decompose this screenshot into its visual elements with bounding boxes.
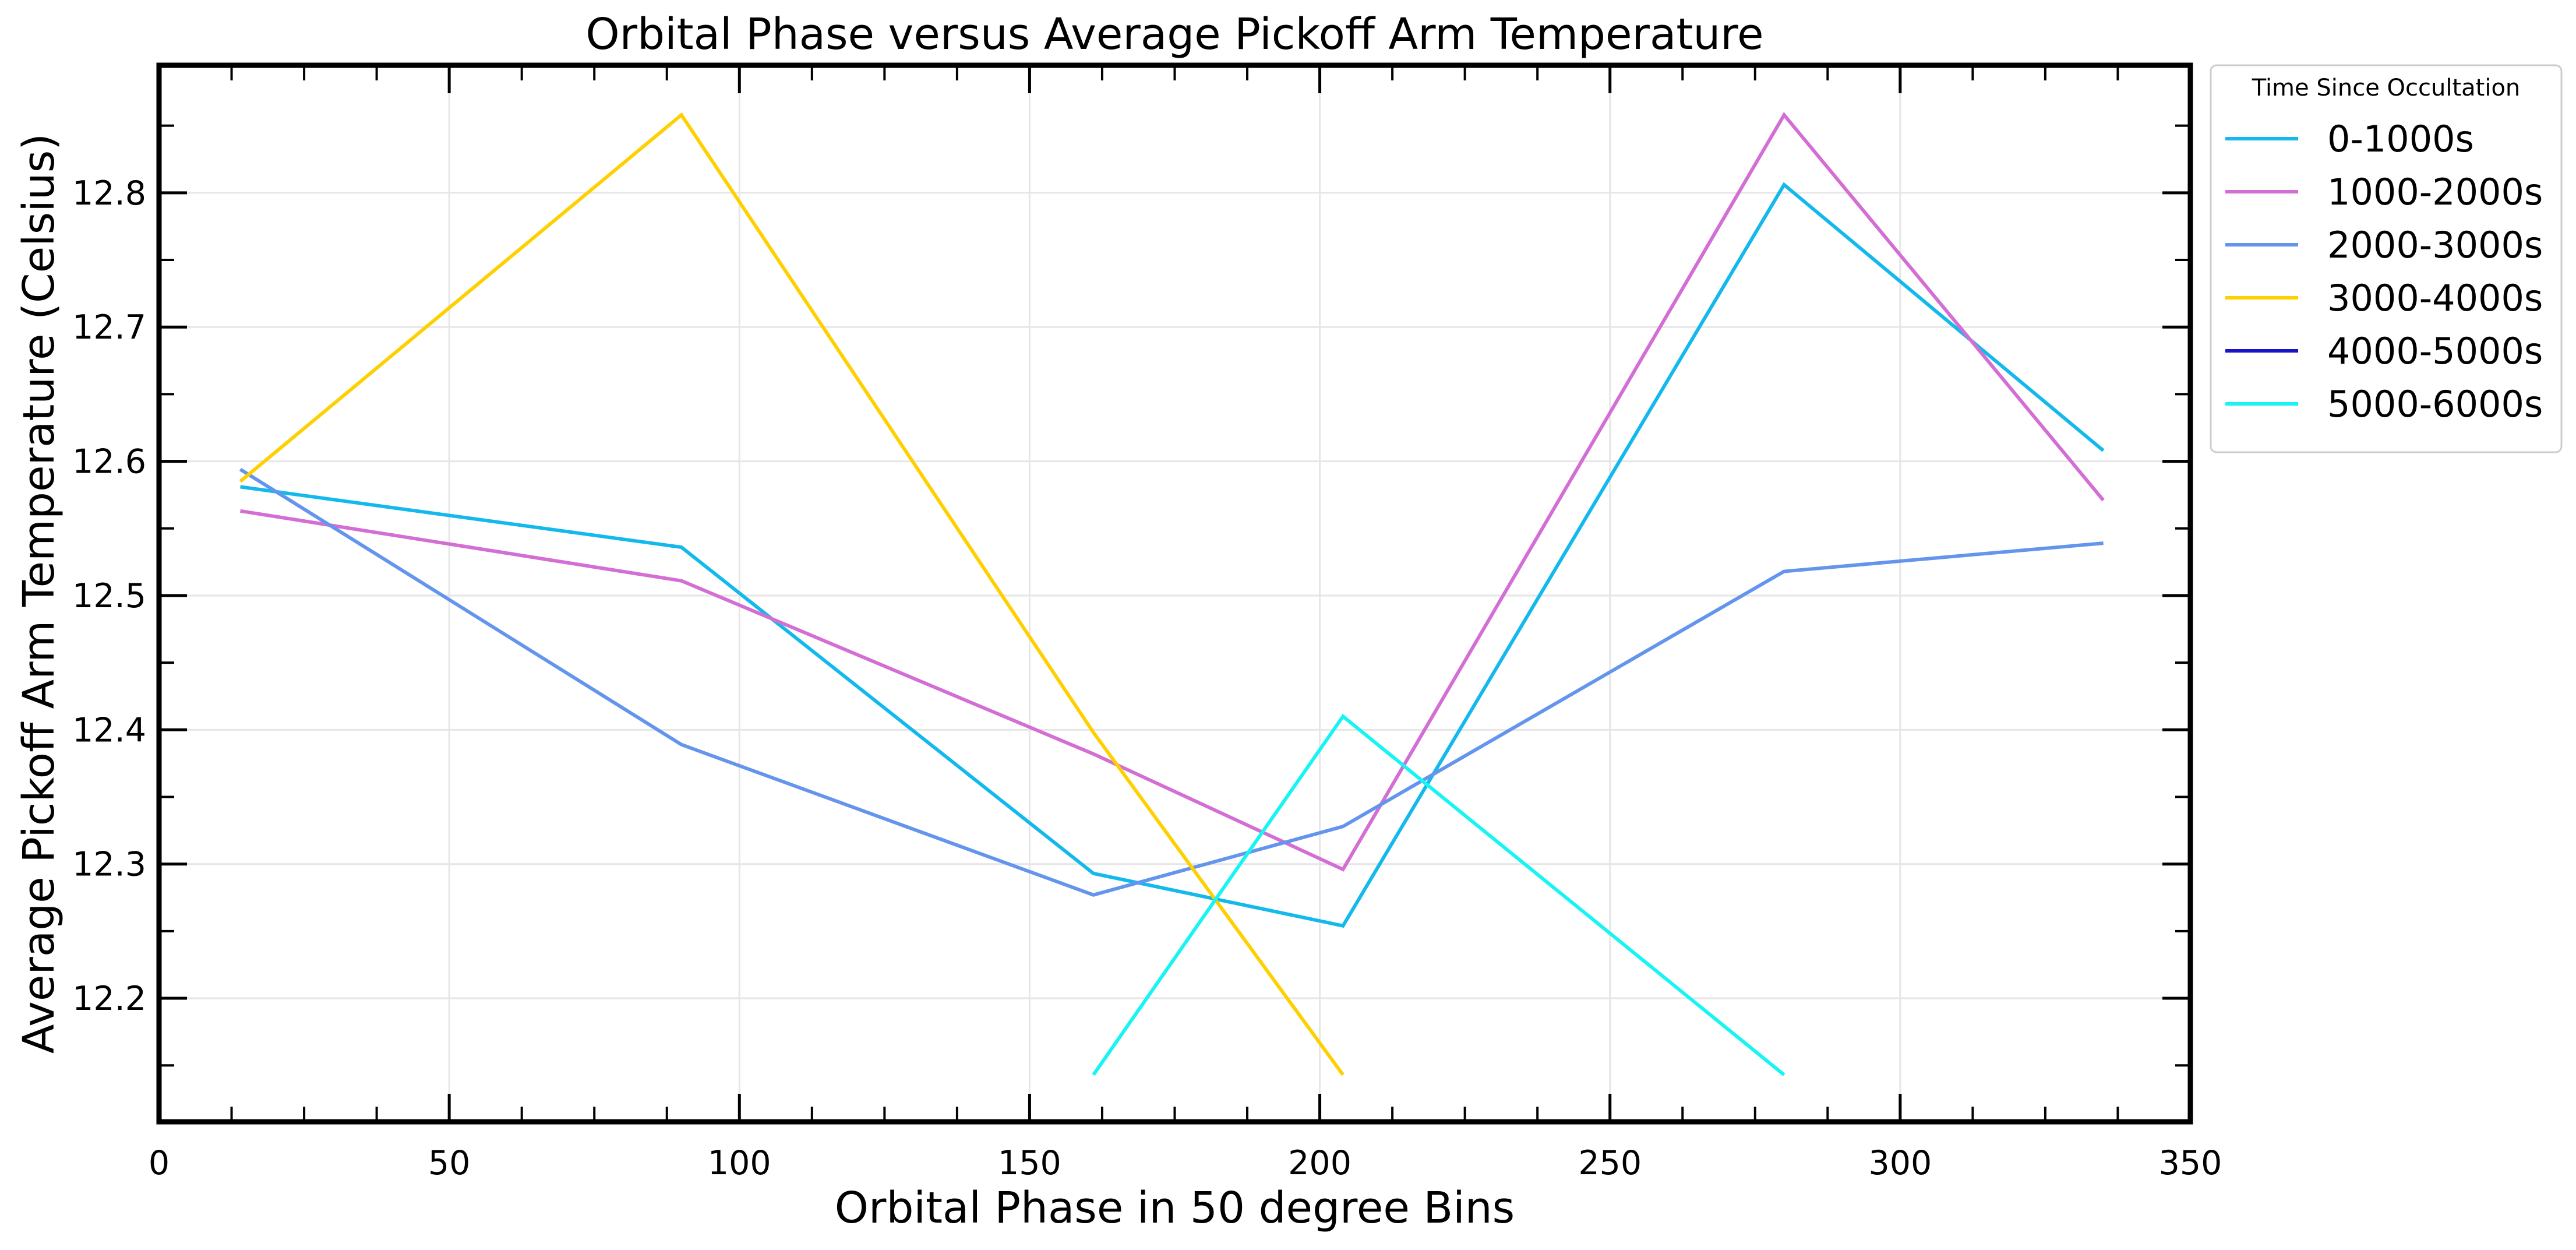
y-tick-label: 12.6 — [72, 443, 146, 481]
x-tick-label: 200 — [1288, 1144, 1351, 1182]
chart-title: Orbital Phase versus Average Pickoff Arm… — [585, 9, 1763, 59]
series-line-2000-3000s — [239, 467, 2104, 897]
legend-label-5000-6000s: 5000-6000s — [2327, 383, 2543, 425]
grid — [158, 65, 2192, 1122]
series-lines — [239, 111, 2105, 1076]
x-tick-label: 350 — [2159, 1144, 2222, 1182]
x-tick-label: 50 — [428, 1144, 471, 1182]
x-axis-label: Orbital Phase in 50 degree Bins — [835, 1183, 1515, 1233]
x-tick-label: 250 — [1578, 1144, 1642, 1182]
y-tick-label: 12.5 — [72, 577, 146, 615]
x-tick-label: 150 — [998, 1144, 1061, 1182]
y-tick-label: 12.8 — [72, 174, 146, 213]
legend-label-0-1000s: 0-1000s — [2327, 118, 2474, 160]
series-line-5000-6000s — [1092, 713, 1785, 1076]
series-line-1000-2000s — [240, 111, 2105, 872]
y-tick-label: 12.7 — [72, 308, 146, 347]
y-tick-label: 12.4 — [72, 711, 146, 749]
legend-label-1000-2000s: 1000-2000s — [2327, 171, 2543, 213]
legend-title: Time Since Occultation — [2252, 75, 2521, 101]
series-line-3000-4000s — [239, 112, 1345, 1076]
x-tick-label: 300 — [1868, 1144, 1932, 1182]
legend: Time Since Occultation 0-1000s 1000-2000s… — [2210, 64, 2563, 453]
legend-label-3000-4000s: 3000-4000s — [2327, 277, 2543, 319]
y-tick-label: 12.3 — [72, 846, 146, 884]
x-tick-label: 100 — [708, 1144, 771, 1182]
y-axis-label: Average Pickoff Arm Temperature (Celsius… — [14, 133, 64, 1054]
legend-label-4000-5000s: 4000-5000s — [2327, 330, 2543, 372]
legend-label-2000-3000s: 2000-3000s — [2327, 224, 2543, 266]
series-line-0-1000s — [240, 182, 2105, 928]
legend-items: 0-1000s 1000-2000s 2000-3000s 3000-4000s 400… — [2225, 118, 2543, 425]
x-tick-label: 0 — [149, 1144, 170, 1182]
legend-box — [2210, 64, 2563, 453]
plot-frame — [156, 62, 2193, 1125]
axis-ticks: 0 50 100 150 200 250 300 350 12.2 12.3 12.4 12.5 12.… — [72, 65, 2222, 1182]
y-tick-label: 12.2 — [72, 980, 146, 1018]
